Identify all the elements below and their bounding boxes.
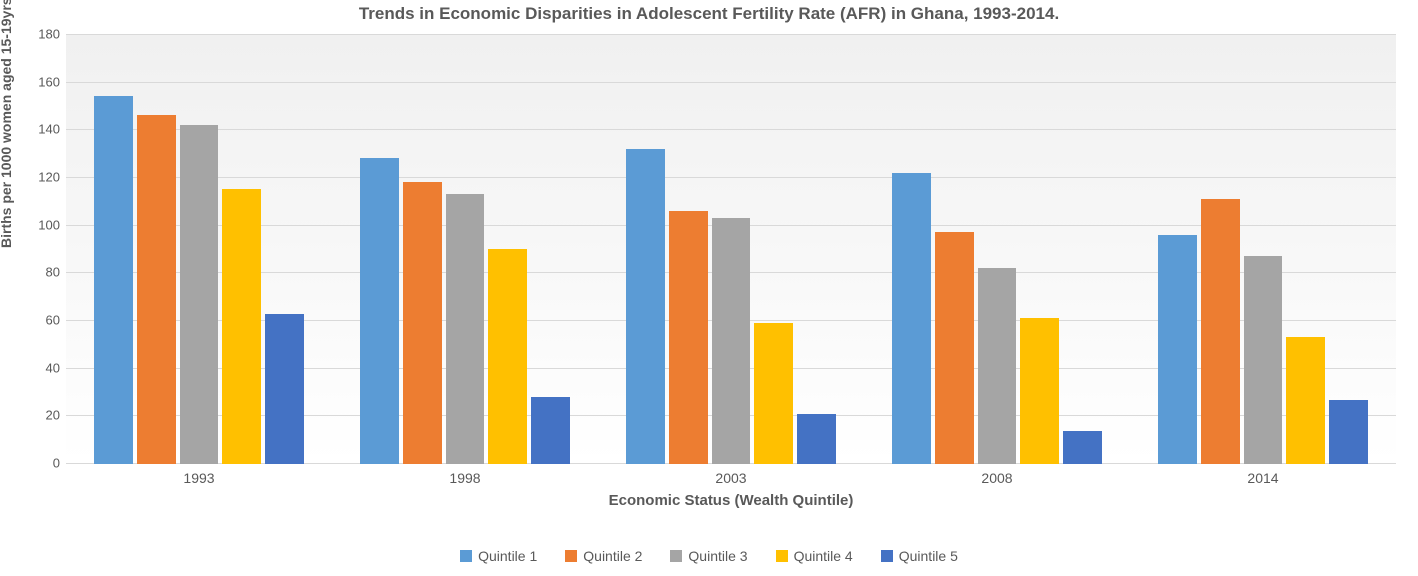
x-tick-label: 2008: [864, 470, 1130, 486]
bar: [1201, 199, 1240, 464]
bar-group: [66, 34, 332, 464]
plot-area: 020406080100120140160180 199319982003200…: [66, 34, 1396, 464]
y-tick-label: 160: [38, 74, 60, 89]
bar: [360, 158, 399, 464]
bar: [531, 397, 570, 464]
bar: [488, 249, 527, 464]
legend-item: Quintile 2: [565, 548, 642, 564]
bar: [1063, 431, 1102, 464]
bar: [446, 194, 485, 464]
legend-swatch: [565, 550, 577, 562]
bar: [935, 232, 974, 464]
legend-label: Quintile 2: [583, 548, 642, 564]
legend-label: Quintile 5: [899, 548, 958, 564]
bar-groups: [66, 34, 1396, 464]
bar: [1158, 235, 1197, 464]
bar-group: [864, 34, 1130, 464]
legend: Quintile 1 Quintile 2 Quintile 3 Quintile 4…: [0, 548, 1418, 564]
bar: [403, 182, 442, 464]
legend-swatch: [776, 550, 788, 562]
x-tick-row: 19931998200320082014: [66, 470, 1396, 486]
bar: [797, 414, 836, 464]
legend-item: Quintile 3: [670, 548, 747, 564]
chart-title: Trends in Economic Disparities in Adoles…: [0, 0, 1418, 24]
y-tick-label: 120: [38, 169, 60, 184]
y-tick-label: 100: [38, 217, 60, 232]
y-tick-label: 180: [38, 27, 60, 42]
bar: [137, 115, 176, 464]
y-tick-label: 40: [46, 360, 60, 375]
bar: [626, 149, 665, 464]
bar: [1244, 256, 1283, 464]
y-tick-label: 80: [46, 265, 60, 280]
bar-group: [598, 34, 864, 464]
bar: [180, 125, 219, 464]
bar: [222, 189, 261, 464]
bar: [265, 314, 304, 465]
bar: [669, 211, 708, 464]
y-axis-label: Births per 1000 women aged 15-19yrs: [0, 0, 14, 248]
y-tick-label: 0: [53, 456, 60, 471]
bar: [754, 323, 793, 464]
legend-label: Quintile 1: [478, 548, 537, 564]
x-axis-label: Economic Status (Wealth Quintile): [66, 492, 1396, 509]
y-tick-label: 140: [38, 122, 60, 137]
bar: [94, 96, 133, 464]
y-tick-label: 60: [46, 312, 60, 327]
bar: [712, 218, 751, 464]
bar: [1286, 337, 1325, 464]
legend-swatch: [670, 550, 682, 562]
chart-container: Trends in Economic Disparities in Adoles…: [0, 0, 1418, 576]
bar-group: [1130, 34, 1396, 464]
bar: [1020, 318, 1059, 464]
bar: [892, 173, 931, 464]
bar: [1329, 400, 1368, 465]
x-tick-label: 1998: [332, 470, 598, 486]
legend-label: Quintile 4: [794, 548, 853, 564]
legend-swatch: [460, 550, 472, 562]
legend-label: Quintile 3: [688, 548, 747, 564]
bar-group: [332, 34, 598, 464]
x-tick-label: 2003: [598, 470, 864, 486]
legend-item: Quintile 1: [460, 548, 537, 564]
y-tick-label: 20: [46, 408, 60, 423]
legend-item: Quintile 4: [776, 548, 853, 564]
x-tick-label: 2014: [1130, 470, 1396, 486]
bar: [978, 268, 1017, 464]
legend-item: Quintile 5: [881, 548, 958, 564]
x-tick-label: 1993: [66, 470, 332, 486]
legend-swatch: [881, 550, 893, 562]
